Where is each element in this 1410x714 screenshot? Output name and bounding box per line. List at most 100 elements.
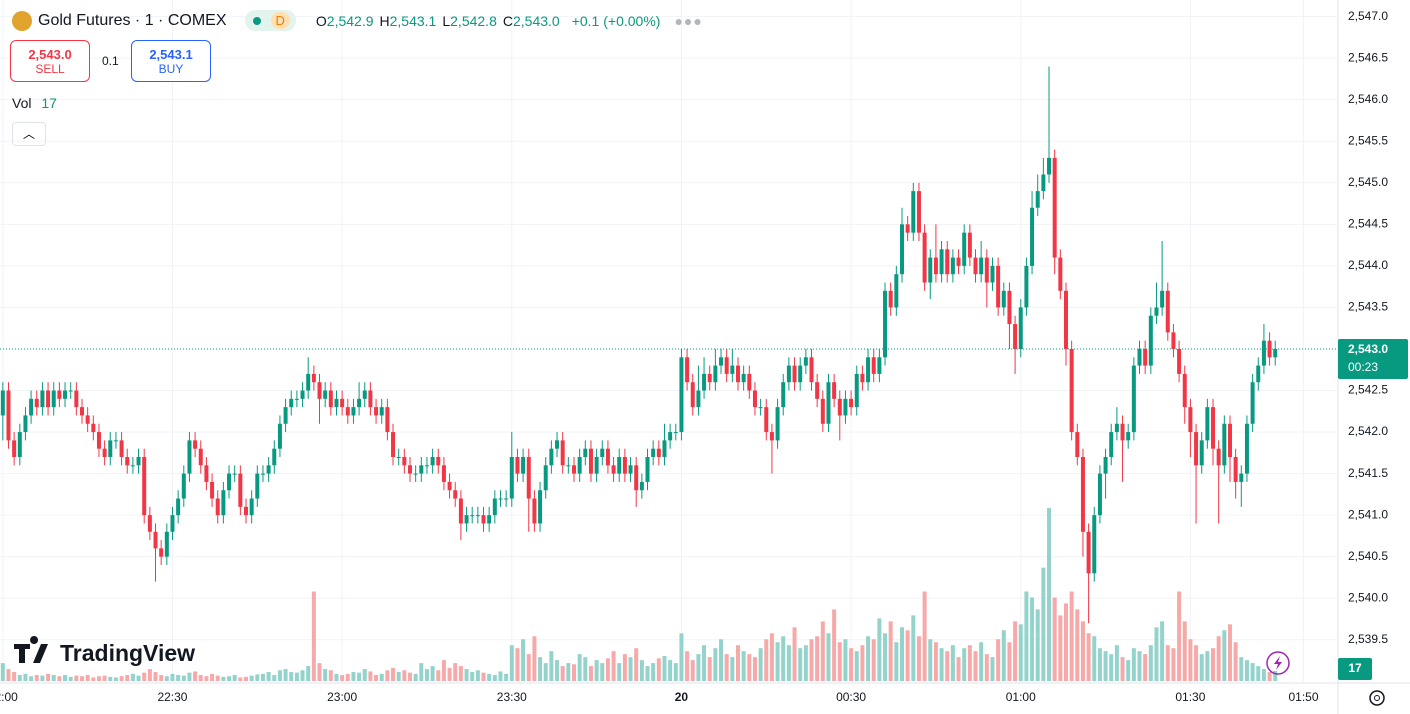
volume-bar xyxy=(973,651,978,681)
candle-body xyxy=(1024,265,1029,308)
candle-body xyxy=(911,191,916,233)
volume-bar xyxy=(1227,624,1232,681)
volume-bar xyxy=(396,672,401,681)
candle-body xyxy=(1165,290,1170,333)
candle-body xyxy=(571,465,576,474)
volume-bar xyxy=(509,645,514,681)
volume-bar xyxy=(238,677,243,681)
lightning-button[interactable] xyxy=(1266,651,1290,675)
candle-body xyxy=(651,448,656,457)
symbol-header: Gold Futures · 1 · COMEX D O 2,542.9 H 2,54… xyxy=(12,10,703,31)
volume-bar xyxy=(1080,621,1085,681)
volume-bar xyxy=(441,660,446,681)
candle-body xyxy=(538,490,543,524)
volume-bar xyxy=(820,621,825,681)
candle-body xyxy=(125,456,130,466)
candle-body xyxy=(1244,423,1249,474)
candles xyxy=(0,66,1278,624)
candle-body xyxy=(679,357,684,433)
volume-bar xyxy=(741,651,746,681)
volume-bar xyxy=(498,671,503,681)
candle-body xyxy=(950,257,955,275)
settings-button[interactable] xyxy=(1369,690,1385,706)
candle-body xyxy=(1097,473,1102,516)
volume-bar xyxy=(696,654,701,681)
volume-bar xyxy=(1047,508,1052,681)
volume-bar xyxy=(645,666,650,681)
volume-bar xyxy=(538,657,543,681)
volume-bar xyxy=(362,669,367,681)
volume-bar xyxy=(724,654,729,681)
candle-body xyxy=(809,357,814,383)
candle-body xyxy=(741,373,746,383)
lightning-icon xyxy=(1274,656,1282,670)
candle-body xyxy=(820,398,825,424)
candle-body xyxy=(990,265,995,283)
x-tick-label: 01:30 xyxy=(1175,690,1205,704)
candle-body xyxy=(866,357,871,383)
last-price-label: 2,543.0 xyxy=(1348,342,1388,356)
candle-body xyxy=(113,440,118,442)
volume-bar xyxy=(187,672,192,681)
candle-body xyxy=(1188,407,1193,433)
y-tick-label: 2,541.5 xyxy=(1348,466,1388,480)
candle-body xyxy=(481,515,486,524)
x-tick-label: 22:30 xyxy=(157,690,187,704)
volume-bar xyxy=(849,648,854,681)
volume-bar xyxy=(979,642,984,681)
volume-bar xyxy=(34,675,39,681)
collapse-button[interactable]: ︿ xyxy=(12,122,46,146)
volume-bar xyxy=(832,609,837,681)
volume-bar xyxy=(74,675,79,681)
candle-body xyxy=(147,515,152,532)
candle-body xyxy=(905,224,910,233)
candle-body xyxy=(1001,290,1006,308)
candle-body xyxy=(1092,515,1097,574)
buy-button[interactable]: 2,543.1 BUY xyxy=(131,40,211,82)
volume-bar xyxy=(1199,654,1204,681)
volume-bar xyxy=(1256,666,1261,681)
candle-body xyxy=(351,407,356,416)
candle-body xyxy=(130,465,135,467)
candle-body xyxy=(973,257,978,275)
spread: 0.1 xyxy=(102,54,119,68)
volume-bar xyxy=(470,672,475,681)
candle-body xyxy=(996,265,1001,308)
candle-body xyxy=(345,407,350,416)
volume-bar xyxy=(871,639,876,681)
candle-body xyxy=(441,465,446,482)
candle-body xyxy=(379,407,384,416)
volume-bar xyxy=(0,663,5,681)
ohlc-value: 2,542.8 xyxy=(450,12,497,29)
volume-bar xyxy=(1143,654,1148,681)
candle-body xyxy=(984,257,989,283)
more-dots[interactable]: ●●● xyxy=(674,12,703,29)
status-pill[interactable]: D xyxy=(244,10,296,31)
candle-body xyxy=(85,415,90,424)
candle-body xyxy=(1058,257,1063,291)
volume-bar xyxy=(1018,624,1023,681)
volume-bar xyxy=(792,627,797,681)
volume-bar xyxy=(526,654,531,681)
volume-bar xyxy=(560,666,565,681)
candle-body xyxy=(798,365,803,383)
symbol-title[interactable]: Gold Futures · 1 · COMEX xyxy=(38,11,227,29)
y-tick-label: 2,547.0 xyxy=(1348,9,1388,23)
sell-button[interactable]: 2,543.0 SELL xyxy=(10,40,90,82)
candle-body xyxy=(566,465,571,467)
volume-bar xyxy=(662,655,667,681)
candle-body xyxy=(487,515,492,524)
settings-icon-center xyxy=(1374,695,1380,701)
candle-body xyxy=(668,432,673,441)
volume-bar xyxy=(962,648,967,681)
candle-body xyxy=(1075,432,1080,457)
candle-body xyxy=(362,390,367,399)
volume-bar xyxy=(1171,648,1176,681)
volume-bar xyxy=(57,676,62,681)
volume-bar xyxy=(594,660,599,681)
candle-body xyxy=(588,448,593,474)
volume-bar xyxy=(407,672,412,681)
candle-body xyxy=(46,390,51,408)
candle-body xyxy=(91,423,96,433)
volume-bar xyxy=(555,660,560,681)
